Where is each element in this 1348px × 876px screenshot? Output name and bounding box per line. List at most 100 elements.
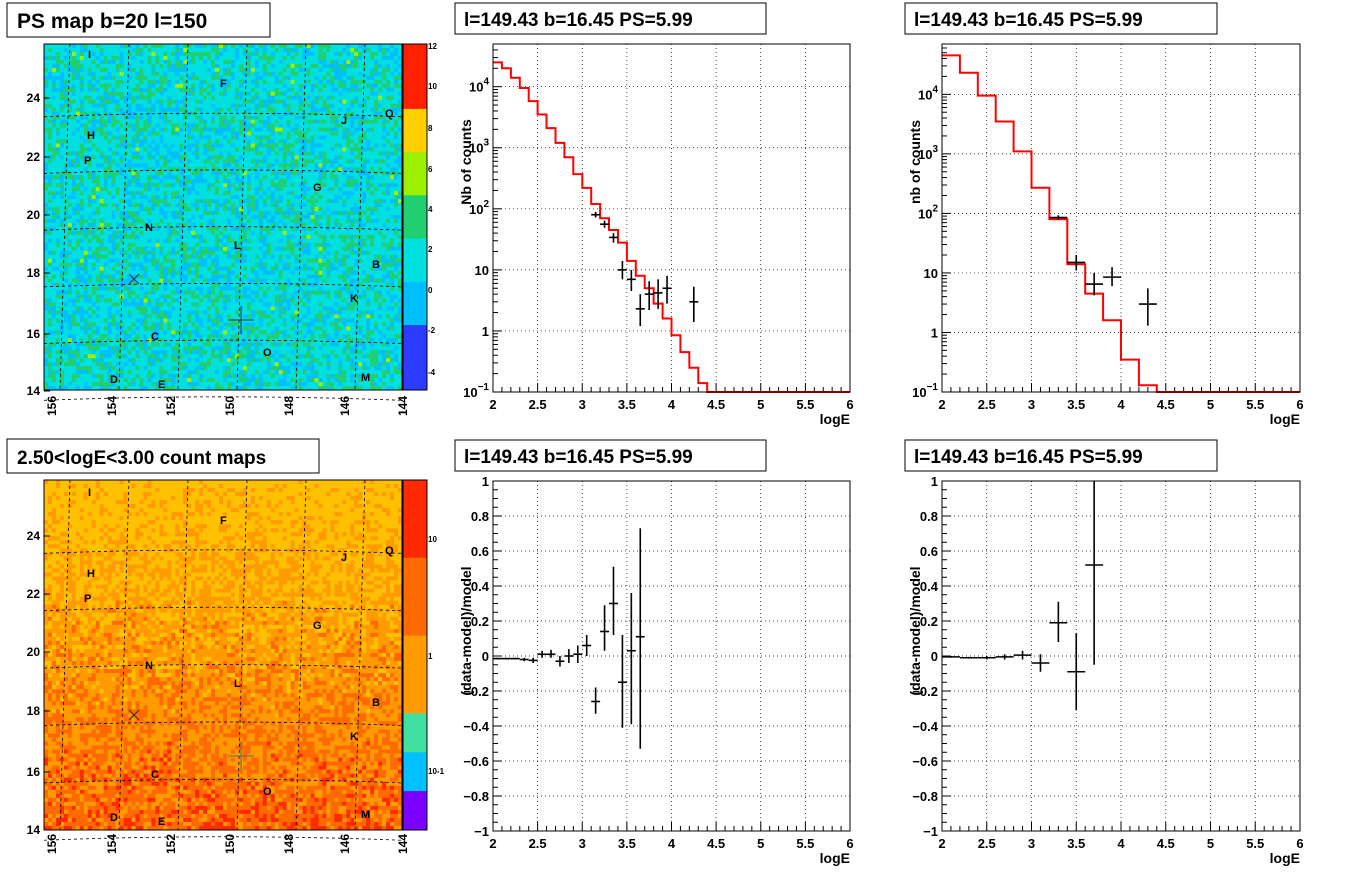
map-pixel bbox=[131, 83, 136, 89]
map-pixel bbox=[71, 151, 77, 156]
map-pixel bbox=[262, 175, 268, 180]
map-pixel bbox=[87, 127, 93, 132]
map-pixel bbox=[183, 159, 188, 164]
map-pixel bbox=[187, 195, 192, 200]
map-pixel bbox=[183, 230, 188, 236]
map-pixel bbox=[87, 115, 93, 120]
map-pixel bbox=[91, 278, 97, 283]
map-pixel bbox=[187, 362, 192, 367]
map-pixel bbox=[167, 151, 172, 156]
map-pixel bbox=[55, 71, 61, 77]
map-pixel bbox=[44, 51, 49, 57]
map-pixel bbox=[230, 270, 236, 275]
map-pixel bbox=[163, 99, 168, 104]
map-pixel bbox=[226, 374, 232, 379]
map-pixel bbox=[238, 83, 244, 89]
map-pixel bbox=[191, 374, 196, 379]
map-pixel bbox=[115, 163, 120, 168]
map-pixel bbox=[266, 350, 272, 355]
map-pixel bbox=[63, 290, 69, 295]
map-pixel bbox=[215, 254, 220, 260]
map-pixel bbox=[238, 302, 244, 307]
map-pixel bbox=[242, 139, 248, 144]
map-pixel bbox=[75, 326, 81, 331]
map-pixel bbox=[175, 310, 180, 315]
map-pixel bbox=[207, 266, 212, 271]
map-pixel bbox=[183, 143, 188, 148]
map-pixel bbox=[71, 310, 77, 315]
map-pixel bbox=[79, 222, 85, 228]
map-pixel bbox=[179, 302, 184, 307]
map-pixel bbox=[47, 167, 53, 172]
map-pixel bbox=[63, 183, 69, 188]
map-pixel bbox=[95, 47, 100, 53]
map-pixel bbox=[95, 111, 100, 116]
map-pixel bbox=[127, 67, 132, 73]
map-pixel bbox=[87, 199, 93, 204]
map-pixel bbox=[175, 211, 180, 216]
map-pixel bbox=[219, 366, 224, 371]
map-pixel bbox=[87, 55, 93, 61]
map-pixel bbox=[215, 131, 220, 136]
map-pixel bbox=[242, 270, 248, 275]
map-pixel bbox=[155, 302, 160, 307]
map-pixel bbox=[183, 254, 188, 260]
map-pixel bbox=[203, 135, 208, 140]
map-pixel bbox=[219, 238, 224, 244]
map-pixel bbox=[171, 314, 176, 319]
map-pixel bbox=[195, 171, 200, 176]
map-pixel bbox=[95, 334, 100, 339]
map-pixel bbox=[254, 278, 260, 283]
map-pixel bbox=[87, 338, 93, 343]
map-pixel bbox=[59, 159, 65, 164]
map-pixel bbox=[131, 123, 136, 128]
map-pixel bbox=[163, 71, 168, 77]
map-pixel bbox=[226, 298, 232, 303]
map-pixel bbox=[175, 254, 180, 260]
map-pixel bbox=[107, 87, 112, 93]
map-pixel bbox=[95, 187, 100, 192]
map-pixel bbox=[55, 179, 61, 184]
map-pixel bbox=[266, 258, 272, 264]
map-pixel bbox=[195, 258, 200, 264]
map-pixel bbox=[246, 342, 252, 347]
map-pixel bbox=[87, 47, 93, 53]
map-pixel bbox=[87, 215, 93, 220]
map-pixel bbox=[123, 274, 128, 279]
map-pixel bbox=[87, 51, 93, 57]
map-pixel bbox=[195, 115, 200, 120]
map-pixel bbox=[59, 75, 65, 81]
map-pixel bbox=[211, 51, 216, 57]
map-pixel bbox=[51, 99, 57, 104]
map-pixel bbox=[254, 155, 260, 160]
map-pixel bbox=[211, 382, 216, 387]
map-pixel bbox=[195, 326, 200, 331]
map-pixel bbox=[135, 44, 140, 49]
map-pixel bbox=[211, 203, 216, 208]
map-pixel bbox=[187, 127, 192, 132]
map-pixel bbox=[266, 139, 272, 144]
map-pixel bbox=[123, 143, 128, 148]
map-pixel bbox=[163, 179, 168, 184]
map-pixel bbox=[79, 290, 85, 295]
map-pixel bbox=[83, 67, 89, 73]
map-pixel bbox=[230, 183, 236, 188]
map-pixel bbox=[219, 167, 224, 172]
map-pixel bbox=[258, 282, 264, 287]
map-pixel bbox=[79, 234, 85, 240]
map-pixel bbox=[91, 127, 97, 132]
map-pixel bbox=[191, 155, 196, 160]
map-pixel bbox=[127, 326, 132, 331]
map-pixel bbox=[87, 207, 93, 212]
map-pixel bbox=[250, 218, 256, 224]
map-pixel bbox=[83, 47, 89, 53]
map-pixel bbox=[195, 286, 200, 291]
map-pixel bbox=[203, 51, 208, 57]
map-pixel bbox=[195, 135, 200, 140]
map-pixel bbox=[151, 91, 156, 96]
map-pixel bbox=[111, 159, 116, 164]
map-pixel bbox=[167, 366, 172, 371]
map-pixel bbox=[246, 83, 252, 89]
map-pixel bbox=[47, 115, 53, 120]
map-pixel bbox=[219, 250, 224, 256]
